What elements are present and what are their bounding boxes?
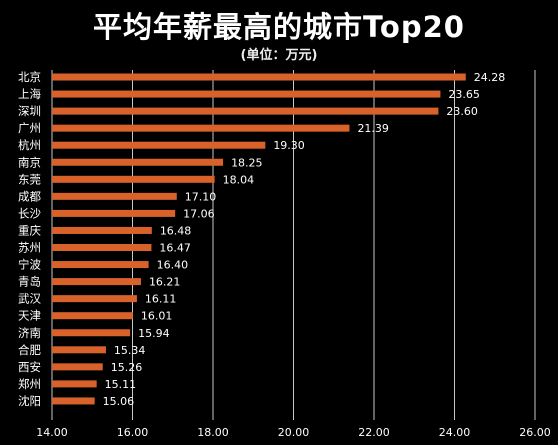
bar [52,209,176,217]
value-label: 15.34 [114,344,146,357]
category-label: 东莞 [18,172,41,186]
category-label: 郑州 [18,377,41,391]
category-label: 武汉 [18,292,41,306]
bar [52,295,137,303]
bar [52,380,97,388]
value-labels: 24.28 23.65 23.60 21.39 19.30 18.25 18.04 17.10… [103,71,506,408]
chart-subtitle: (单位：万元) [240,48,318,63]
value-label: 24.28 [474,71,506,84]
x-tick-label: 16.00 [117,426,149,439]
x-tick-label: 20.00 [278,426,310,439]
bar [52,397,95,405]
x-tick-label: 14.00 [36,426,68,439]
x-tick-label: 22.00 [358,426,390,439]
value-label: 17.06 [183,207,215,220]
bar [52,329,131,337]
value-label: 19.30 [273,139,305,152]
bars [52,73,466,405]
value-label: 16.48 [160,224,192,237]
bar [52,73,466,81]
category-label: 沈阳 [18,394,41,408]
bar [52,346,106,354]
value-label: 16.40 [157,259,189,272]
category-label: 宁波 [18,258,41,272]
category-label: 杭州 [18,138,41,152]
bar [52,312,133,320]
category-label: 成都 [18,189,41,203]
bar [52,192,177,200]
value-label: 15.11 [105,378,136,391]
value-label: 23.60 [446,105,478,118]
category-label: 青岛 [18,275,41,289]
bar [52,107,439,115]
category-label: 上海 [18,87,41,101]
bar [52,363,103,371]
bar [52,278,141,286]
value-label: 18.25 [231,156,263,169]
bar [52,90,441,98]
value-label: 16.01 [141,310,173,323]
value-label: 23.65 [448,88,480,101]
x-tick-label: 24.00 [439,426,471,439]
x-tick-label: 18.00 [197,426,229,439]
category-label: 苏州 [18,241,41,255]
bar [52,158,224,166]
category-label: 合肥 [18,343,41,357]
category-label: 长沙 [18,206,41,220]
value-label: 18.04 [223,173,255,186]
category-label: 广州 [18,121,41,135]
x-tick-labels: 14.00 16.00 18.00 20.00 22.00 24.00 26.00 [36,426,551,439]
value-label: 15.94 [138,327,170,340]
value-label: 16.21 [149,276,181,289]
value-label: 16.11 [145,293,177,306]
bar [52,261,149,269]
value-label: 17.10 [185,190,217,203]
value-label: 15.26 [111,361,143,374]
category-label: 北京 [18,70,41,84]
bar [52,175,215,183]
x-tick-label: 26.00 [519,426,551,439]
bar [52,226,152,234]
category-label: 西安 [18,360,41,374]
category-label: 南京 [18,155,41,169]
category-label: 济南 [18,326,41,340]
bar [52,124,350,132]
category-label: 深圳 [18,104,41,118]
value-label: 21.39 [357,122,389,135]
chart-title: 平均年薪最高的城市Top20 [93,10,465,44]
value-label: 15.06 [103,395,135,408]
value-label: 16.47 [159,242,191,255]
bar [52,244,152,251]
bar [52,141,266,149]
category-label: 天津 [18,309,41,323]
category-label: 重庆 [18,223,41,237]
